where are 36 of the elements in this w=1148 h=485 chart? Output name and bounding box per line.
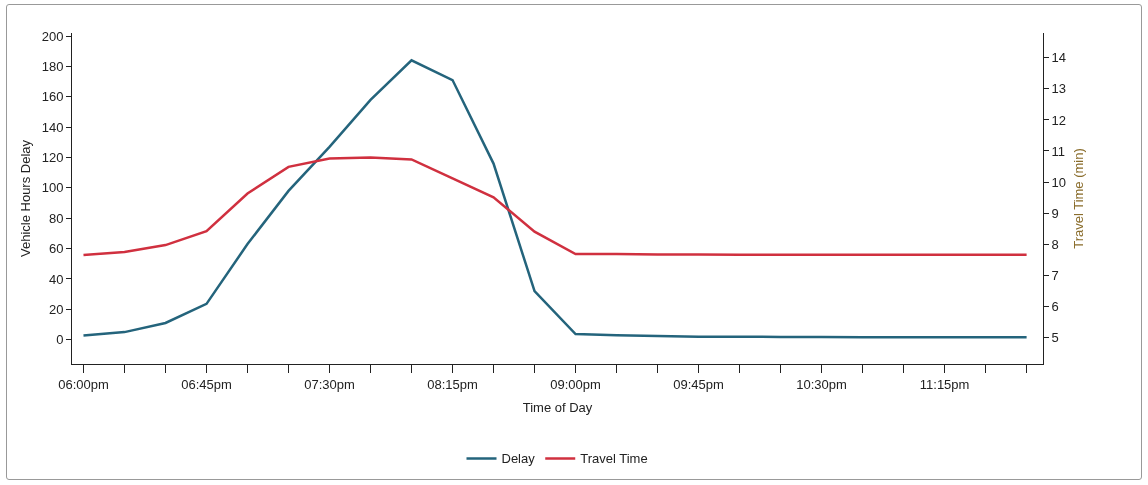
x-tick-label: 09:45pm [673,376,724,392]
x-tick-label: 09:00pm [550,376,601,392]
y2-tick-label: 13 [1051,81,1067,97]
y2-tick-label: 7 [1051,267,1059,283]
legend-label: Travel Time [580,451,648,467]
y2-tick-label: 12 [1051,112,1067,128]
y-tick-label: 120 [41,150,64,166]
x-tick-label: 08:15pm [427,376,478,392]
y2-tick-label: 11 [1051,143,1066,159]
y-tick-label: 160 [41,89,64,105]
x-tick-label: 06:00pm [58,376,109,392]
y-tick-label: 20 [48,301,64,317]
y2-tick-label: 6 [1051,298,1059,314]
x-tick-label: 06:45pm [181,376,232,392]
y-tick-label: 40 [48,271,64,287]
y-tick-label: 140 [41,119,64,135]
y-tick-label: 200 [41,28,64,44]
y-tick-label: 0 [56,332,64,348]
y-axis-title: Vehicle Hours Delay [17,139,33,258]
y2-tick-label: 8 [1051,236,1059,252]
y-tick-label: 180 [41,58,64,74]
y2-axis-title: Travel Time (min) [1070,148,1086,249]
y-tick-label: 100 [41,180,64,196]
x-tick-label: 11:15pm [919,376,970,392]
y2-tick-label: 5 [1051,329,1059,345]
x-axis-title: Time of Day [522,400,593,416]
y2-tick-label: 9 [1051,205,1059,221]
y-tick-label: 60 [48,241,64,257]
y2-tick-label: 14 [1051,50,1067,66]
line-series [82,59,1028,339]
x-tick-label: 10:30pm [796,376,847,392]
y-tick-label: 80 [48,210,64,226]
legend-label: Delay [501,451,536,467]
x-tick-label: 07:30pm [304,376,355,392]
line-series [82,156,1028,257]
y2-tick-label: 10 [1051,174,1067,190]
